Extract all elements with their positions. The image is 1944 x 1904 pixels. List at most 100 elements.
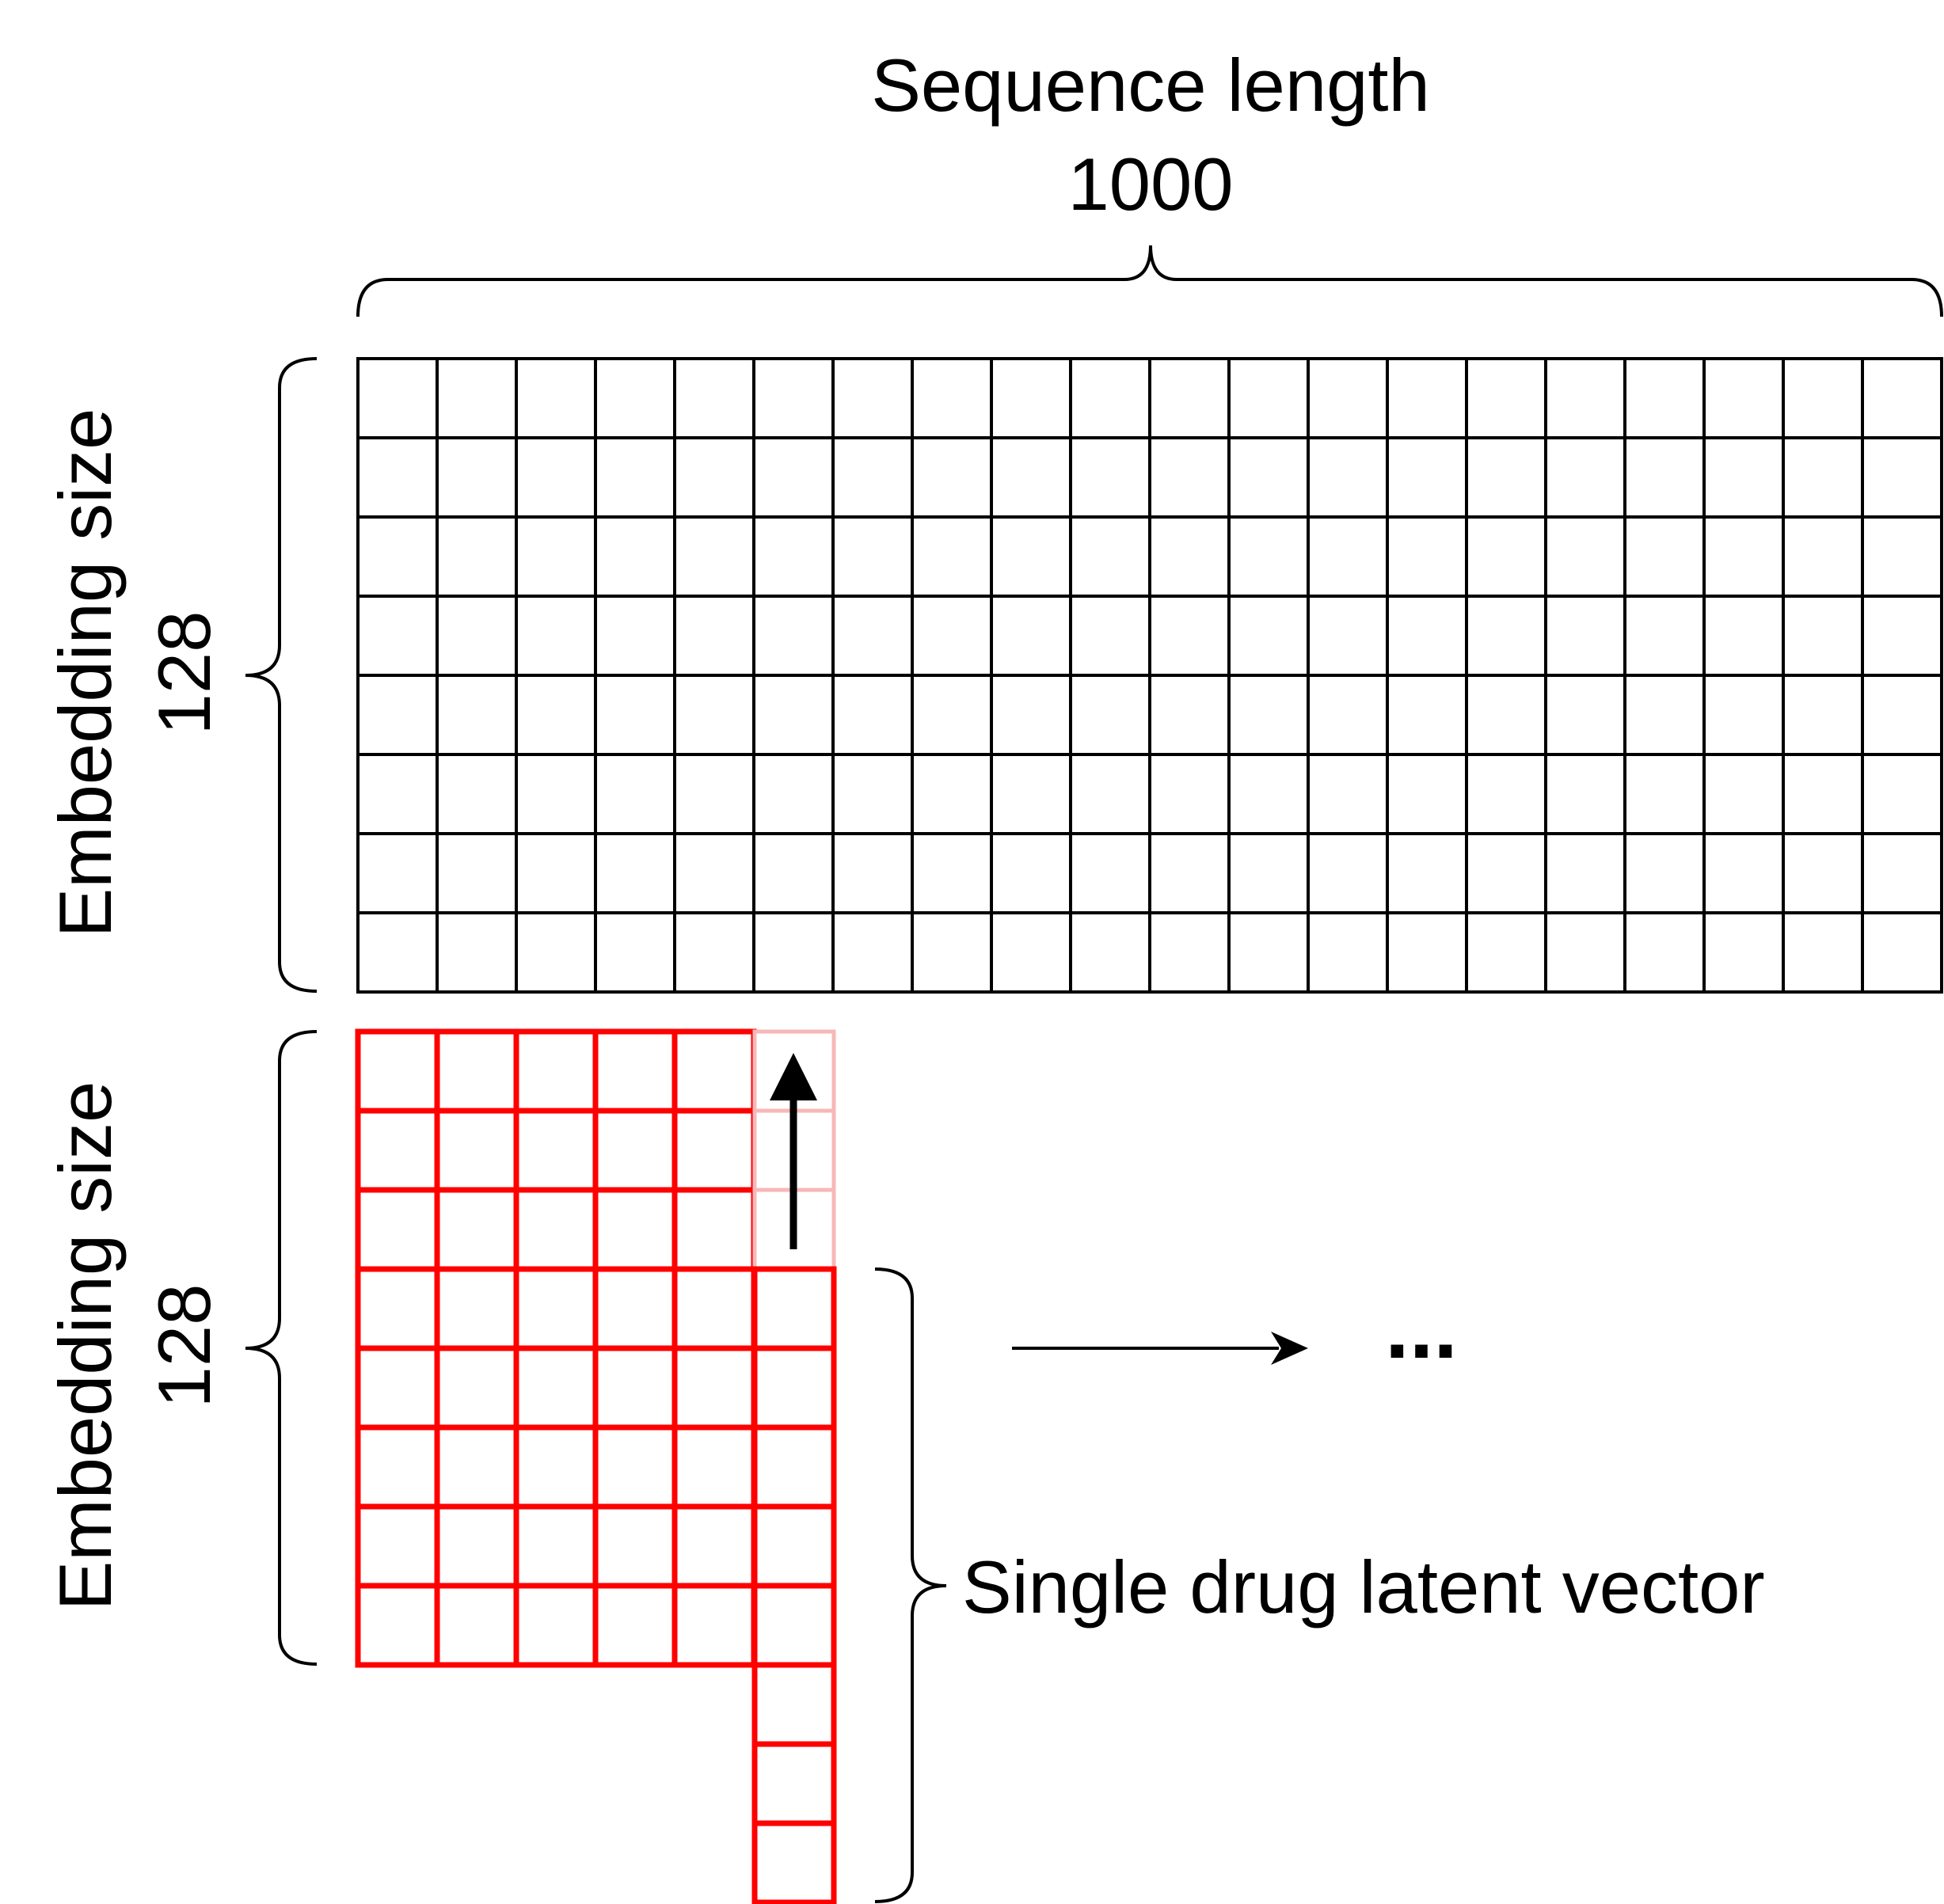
matrix-cell bbox=[673, 595, 755, 677]
matrix-cell bbox=[911, 436, 993, 519]
matrix-cell bbox=[1544, 911, 1626, 994]
window-cell bbox=[355, 1028, 440, 1114]
matrix-cell bbox=[1782, 911, 1864, 994]
ellipsis-text: ... bbox=[1385, 1279, 1458, 1377]
window-cell bbox=[513, 1108, 599, 1193]
matrix-cell bbox=[356, 357, 439, 439]
window-cell bbox=[671, 1187, 757, 1272]
matrix-cell bbox=[436, 674, 518, 756]
matrix-cell bbox=[1861, 911, 1943, 994]
window-cell bbox=[592, 1187, 678, 1272]
matrix-cell bbox=[1307, 753, 1389, 835]
matrix-cell bbox=[1227, 436, 1310, 519]
window-cell bbox=[513, 1583, 599, 1668]
embedding-size-brace-bottom bbox=[245, 1030, 318, 1666]
matrix-cell bbox=[673, 515, 755, 598]
matrix-cell bbox=[1782, 515, 1864, 598]
matrix-cell bbox=[1069, 832, 1151, 914]
window-cell bbox=[671, 1108, 757, 1193]
window-cell bbox=[434, 1187, 519, 1272]
matrix-cell bbox=[1544, 674, 1626, 756]
matrix-cell bbox=[436, 357, 518, 439]
matrix-cell bbox=[1623, 357, 1706, 439]
matrix-cell bbox=[1386, 436, 1468, 519]
matrix-cell bbox=[1307, 595, 1389, 677]
matrix-cell bbox=[1861, 674, 1943, 756]
window-cell bbox=[592, 1266, 678, 1351]
matrix-cell bbox=[1702, 911, 1785, 994]
matrix-cell bbox=[1307, 832, 1389, 914]
matrix-cell bbox=[1861, 357, 1943, 439]
matrix-cell bbox=[911, 832, 993, 914]
matrix-cell bbox=[1386, 674, 1468, 756]
matrix-cell bbox=[1465, 357, 1547, 439]
matrix-cell bbox=[356, 436, 439, 519]
window-cell bbox=[592, 1503, 678, 1589]
matrix-cell bbox=[515, 357, 597, 439]
vector-cell bbox=[751, 1266, 837, 1351]
matrix-cell bbox=[1623, 595, 1706, 677]
matrix-cell bbox=[594, 753, 676, 835]
matrix-cell bbox=[911, 357, 993, 439]
matrix-cell bbox=[1148, 753, 1231, 835]
matrix-cell bbox=[673, 753, 755, 835]
matrix-cell bbox=[831, 595, 914, 677]
matrix-cell bbox=[1702, 357, 1785, 439]
matrix-cell bbox=[990, 753, 1072, 835]
window-cell bbox=[434, 1028, 519, 1114]
matrix-cell bbox=[1544, 515, 1626, 598]
svg-text:Embedding size: Embedding size bbox=[44, 409, 127, 938]
matrix-cell bbox=[1702, 753, 1785, 835]
latent-vector-label: Single drug latent vector bbox=[962, 1545, 1765, 1628]
matrix-cell bbox=[1544, 357, 1626, 439]
matrix-cell bbox=[1148, 911, 1231, 994]
window-cell bbox=[434, 1266, 519, 1351]
vector-cell bbox=[751, 1741, 837, 1826]
matrix-cell bbox=[356, 911, 439, 994]
matrix-cell bbox=[831, 436, 914, 519]
matrix-cell bbox=[990, 357, 1072, 439]
matrix-cell bbox=[1465, 436, 1547, 519]
window-cell bbox=[592, 1345, 678, 1431]
embedding-size-brace-top bbox=[245, 357, 318, 993]
embedding-matrix bbox=[356, 357, 1943, 994]
matrix-cell bbox=[911, 753, 993, 835]
matrix-cell bbox=[1782, 832, 1864, 914]
matrix-cell bbox=[831, 753, 914, 835]
matrix-cell bbox=[436, 832, 518, 914]
matrix-cell bbox=[1307, 357, 1389, 439]
window-cell bbox=[355, 1345, 440, 1431]
matrix-cell bbox=[1227, 595, 1310, 677]
sequence-length-label: Sequence length bbox=[871, 44, 1430, 127]
matrix-cell bbox=[911, 911, 993, 994]
sequence-length-brace bbox=[356, 245, 1943, 317]
window-cell bbox=[513, 1424, 599, 1510]
matrix-cell bbox=[990, 911, 1072, 994]
matrix-cell bbox=[515, 595, 597, 677]
matrix-cell bbox=[594, 515, 676, 598]
matrix-cell bbox=[673, 911, 755, 994]
window-cell bbox=[434, 1503, 519, 1589]
window-cell bbox=[355, 1583, 440, 1668]
matrix-cell bbox=[1623, 753, 1706, 835]
matrix-cell bbox=[1465, 674, 1547, 756]
matrix-cell bbox=[1307, 674, 1389, 756]
matrix-cell bbox=[1465, 753, 1547, 835]
window-cell bbox=[592, 1424, 678, 1510]
window-cell bbox=[513, 1187, 599, 1272]
matrix-cell bbox=[1227, 911, 1310, 994]
matrix-cell bbox=[436, 515, 518, 598]
matrix-cell bbox=[1702, 595, 1785, 677]
matrix-cell bbox=[1623, 436, 1706, 519]
matrix-cell bbox=[673, 357, 755, 439]
matrix-cell bbox=[1148, 436, 1231, 519]
window-cell bbox=[513, 1345, 599, 1431]
vector-cell bbox=[751, 1583, 837, 1668]
window-cell bbox=[671, 1424, 757, 1510]
vector-cell bbox=[751, 1503, 837, 1589]
matrix-cell bbox=[1702, 832, 1785, 914]
matrix-cell bbox=[990, 832, 1072, 914]
matrix-cell bbox=[673, 674, 755, 756]
vector-cell bbox=[751, 1820, 837, 1904]
vector-cell bbox=[751, 1424, 837, 1510]
